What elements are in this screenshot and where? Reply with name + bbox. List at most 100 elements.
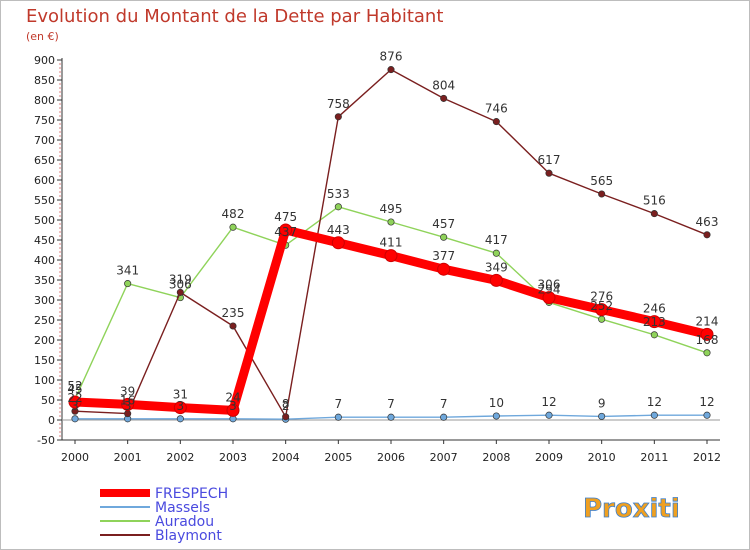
data-point-auradou xyxy=(229,223,237,231)
y-tick-label: 250 xyxy=(34,314,55,327)
data-label-massels: 3 xyxy=(71,399,79,413)
data-label-blaymont: 746 xyxy=(485,102,508,116)
data-label-frespech: 214 xyxy=(696,314,719,328)
data-point-blaymont xyxy=(492,118,500,126)
data-point-massels xyxy=(650,411,658,419)
y-tick-label: 50 xyxy=(41,394,55,407)
data-label-massels: 10 xyxy=(489,396,504,410)
data-label-blaymont: 8 xyxy=(282,397,290,411)
data-label-auradou: 482 xyxy=(222,207,245,221)
data-label-auradou: 306 xyxy=(169,278,192,292)
x-tick-label: 2010 xyxy=(588,451,616,464)
x-tick-label: 2002 xyxy=(166,451,194,464)
data-point-blaymont xyxy=(440,94,448,102)
x-tick-label: 2009 xyxy=(535,451,563,464)
chart-subtitle: (en €) xyxy=(26,30,59,43)
data-label-massels: 7 xyxy=(335,397,343,411)
data-point-frespech xyxy=(542,291,556,305)
data-point-blaymont xyxy=(650,210,658,218)
data-label-massels: 12 xyxy=(699,395,714,409)
data-label-auradou: 341 xyxy=(116,264,139,278)
data-label-massels: 7 xyxy=(387,397,395,411)
y-tick-label: 900 xyxy=(34,54,55,67)
data-point-auradou xyxy=(334,203,342,211)
data-point-blaymont xyxy=(387,66,395,74)
data-point-frespech xyxy=(226,403,240,417)
data-label-blaymont: 617 xyxy=(538,153,561,167)
y-tick-label: 600 xyxy=(34,174,55,187)
data-point-frespech xyxy=(331,236,345,250)
data-label-blaymont: 463 xyxy=(696,215,719,229)
y-tick-label: 0 xyxy=(48,414,55,427)
data-point-massels xyxy=(334,413,342,421)
x-tick-label: 2005 xyxy=(324,451,352,464)
chart-title: Evolution du Montant de la Dette par Hab… xyxy=(26,6,443,27)
x-tick-label: 2011 xyxy=(640,451,668,464)
data-label-blaymont: 876 xyxy=(380,50,403,64)
data-label-frespech: 349 xyxy=(485,260,508,274)
data-label-auradou: 294 xyxy=(538,282,561,296)
data-label-massels: 7 xyxy=(440,397,448,411)
data-label-frespech: 475 xyxy=(274,210,297,224)
y-tick-label: 100 xyxy=(34,374,55,387)
legend-label-blaymont: Blaymont xyxy=(155,528,222,544)
data-point-frespech xyxy=(279,223,293,237)
data-point-massels xyxy=(71,415,79,423)
data-point-blaymont xyxy=(598,190,606,198)
data-label-massels: 12 xyxy=(647,395,662,409)
data-label-massels: 9 xyxy=(598,396,606,410)
data-point-massels xyxy=(492,412,500,420)
data-point-auradou xyxy=(387,218,395,226)
x-tick-label: 2000 xyxy=(61,451,89,464)
y-tick-label: 550 xyxy=(34,194,55,207)
data-point-auradou xyxy=(124,280,132,288)
data-label-blaymont: 758 xyxy=(327,97,350,111)
axes: -50 0 50 100 150 200 250 300 350 400 450 500 550 600 6… xyxy=(34,54,721,464)
x-tick-label: 2004 xyxy=(272,451,300,464)
y-tick-label: 500 xyxy=(34,214,55,227)
data-point-frespech xyxy=(173,401,187,415)
legend-label-massels: Massels xyxy=(155,500,210,516)
data-label-blaymont: 319 xyxy=(169,272,192,286)
data-point-massels xyxy=(703,411,711,419)
x-tick-label: 2001 xyxy=(114,451,142,464)
data-label-frespech: 39 xyxy=(120,384,135,398)
data-point-massels xyxy=(387,413,395,421)
data-point-blaymont xyxy=(229,322,237,330)
x-tick-label: 2012 xyxy=(693,451,721,464)
data-point-frespech xyxy=(437,262,451,276)
y-tick-label: 150 xyxy=(34,354,55,367)
y-tick-label: 350 xyxy=(34,274,55,287)
y-tick-label: 450 xyxy=(34,234,55,247)
data-label-auradou: 213 xyxy=(643,315,666,329)
data-label-auradou: 495 xyxy=(380,202,403,216)
data-label-auradou: 457 xyxy=(432,217,455,231)
data-label-frespech: 306 xyxy=(538,278,561,292)
data-label-frespech: 31 xyxy=(173,388,188,402)
data-point-blaymont xyxy=(703,231,711,239)
data-label-massels: 3 xyxy=(177,399,185,413)
data-point-frespech xyxy=(384,249,398,263)
data-label-frespech: 411 xyxy=(380,236,403,250)
data-point-frespech xyxy=(595,303,609,317)
data-label-auradou: 437 xyxy=(274,225,297,239)
x-tick-label: 2008 xyxy=(482,451,510,464)
series-layer xyxy=(68,66,714,423)
data-point-blaymont xyxy=(282,413,290,421)
data-label-auradou: 252 xyxy=(590,299,613,313)
data-point-blaymont xyxy=(545,169,553,177)
data-point-auradou xyxy=(650,331,658,339)
data-point-massels xyxy=(440,413,448,421)
data-label-frespech: 443 xyxy=(327,223,350,237)
x-tick-label: 2006 xyxy=(377,451,405,464)
data-label-blaymont: 235 xyxy=(222,306,245,320)
y-tick-label: 750 xyxy=(34,114,55,127)
data-point-auradou xyxy=(703,349,711,357)
data-point-massels xyxy=(176,415,184,423)
y-tick-label: 400 xyxy=(34,254,55,267)
data-point-massels xyxy=(598,412,606,420)
data-point-auradou xyxy=(492,249,500,257)
data-label-blaymont: 565 xyxy=(590,174,613,188)
